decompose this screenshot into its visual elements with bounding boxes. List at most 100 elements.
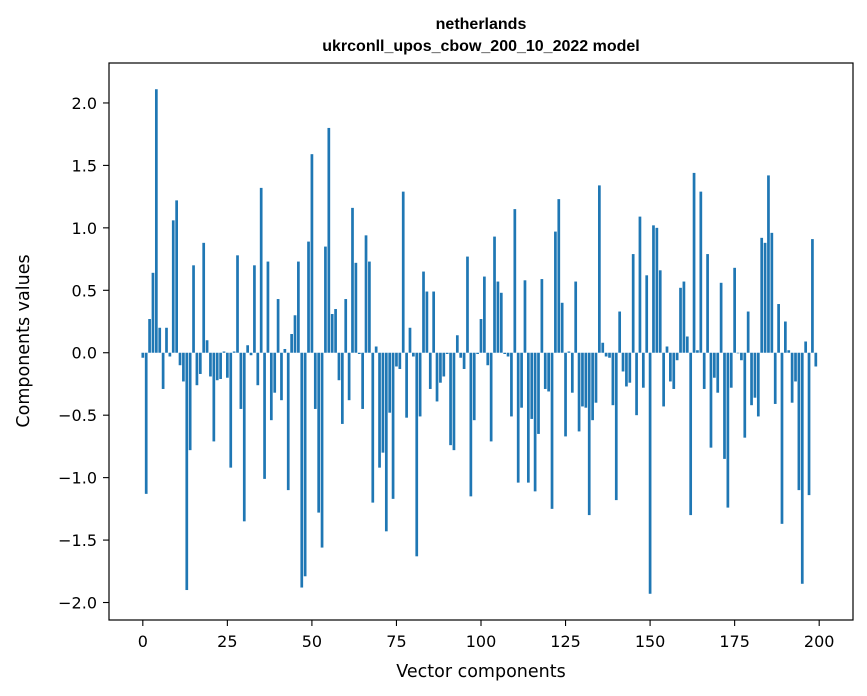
bar — [736, 352, 740, 354]
bar — [743, 352, 747, 438]
bar — [297, 261, 300, 353]
bar — [165, 327, 168, 353]
bar — [263, 352, 266, 479]
bar — [330, 314, 334, 353]
bar — [523, 280, 527, 353]
bar — [581, 352, 584, 407]
bar — [483, 276, 486, 353]
bar — [161, 352, 165, 389]
bar — [692, 172, 696, 353]
bar — [442, 352, 446, 377]
bar — [689, 352, 693, 516]
bar — [378, 352, 381, 468]
bar — [618, 311, 622, 353]
bar — [212, 352, 216, 442]
bar — [374, 346, 378, 353]
bar — [540, 279, 544, 353]
y-ticks-group: −2.0 −1.5 −1.0 −0.5 0.0 0.5 1.0 1.5 2.0 — [58, 94, 109, 613]
y-tick-label: 0.5 — [72, 281, 97, 300]
bar — [489, 352, 493, 442]
bar — [317, 352, 321, 513]
bar — [598, 185, 601, 353]
bar — [794, 352, 797, 382]
x-tick-label: 0 — [138, 632, 148, 651]
bar — [699, 191, 703, 353]
bar — [418, 352, 422, 417]
x-tick-label: 175 — [719, 632, 750, 651]
bar — [499, 292, 503, 353]
bar — [398, 352, 402, 369]
bar — [290, 334, 293, 353]
bar — [175, 200, 178, 353]
bar — [222, 351, 226, 353]
bar — [148, 319, 151, 353]
bar — [631, 254, 635, 353]
bar — [628, 352, 632, 383]
bar — [621, 352, 625, 372]
y-axis-label: Components values — [14, 254, 34, 427]
x-tick-label: 50 — [302, 632, 322, 651]
bar — [750, 352, 753, 406]
bar — [773, 352, 777, 404]
bar — [706, 254, 709, 353]
bar — [662, 352, 665, 407]
bar — [723, 352, 726, 459]
bar — [168, 352, 172, 357]
bar — [253, 265, 256, 353]
bar — [560, 302, 564, 353]
bar — [422, 271, 425, 353]
bar — [811, 239, 814, 353]
bar — [746, 311, 750, 353]
bar — [797, 352, 801, 491]
bar — [784, 321, 787, 353]
y-tick-label: −1.5 — [58, 531, 97, 550]
bar — [510, 352, 513, 417]
bar — [307, 241, 310, 353]
bar — [594, 352, 598, 403]
bar — [154, 89, 158, 353]
bar — [185, 352, 189, 591]
bar — [567, 351, 571, 353]
bar — [787, 350, 791, 353]
bar — [682, 281, 686, 353]
bar — [340, 352, 344, 424]
bar — [709, 352, 713, 448]
bar — [408, 327, 412, 353]
bar — [310, 154, 314, 353]
bar — [547, 352, 550, 392]
bar — [337, 352, 341, 381]
bar — [574, 281, 578, 353]
bar — [256, 352, 260, 386]
bar — [300, 352, 304, 588]
bar — [354, 262, 358, 353]
bar — [401, 191, 405, 353]
bar — [526, 352, 530, 483]
bar — [733, 267, 736, 353]
bar — [259, 187, 263, 353]
x-tick-label: 75 — [386, 632, 406, 651]
bar — [151, 272, 155, 353]
bar — [557, 199, 561, 353]
bar — [226, 352, 229, 378]
bar — [648, 352, 652, 594]
bar — [804, 341, 808, 353]
bar — [327, 127, 331, 353]
bar — [445, 352, 449, 354]
x-tick-label: 150 — [635, 632, 666, 651]
bar — [587, 352, 591, 516]
bar — [493, 236, 496, 353]
bar — [472, 352, 476, 421]
bar — [777, 304, 780, 353]
bar — [455, 335, 459, 353]
bar — [719, 282, 723, 353]
bar — [814, 352, 818, 367]
bar — [388, 352, 392, 413]
bar — [232, 351, 236, 353]
chart-subtitle: ukrconll_upos_cbow_200_10_2022 model — [322, 38, 639, 55]
bar — [182, 352, 185, 382]
bar — [280, 352, 283, 401]
bar — [520, 352, 523, 408]
bars-group — [141, 89, 818, 594]
bar — [669, 352, 672, 382]
bar — [266, 261, 270, 353]
